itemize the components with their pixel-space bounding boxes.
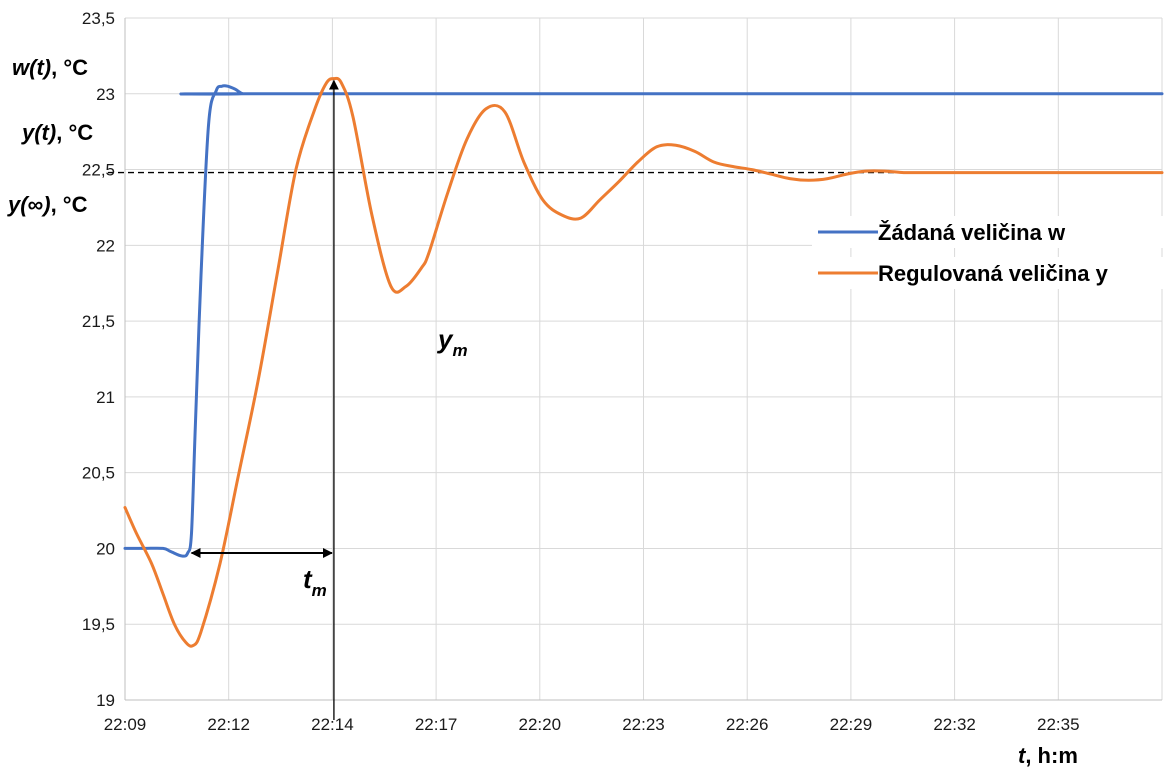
- tm-label: tm: [303, 564, 327, 600]
- y-axis-title: y(∞), °C: [7, 192, 88, 217]
- y-tick-label: 19: [96, 691, 115, 710]
- annotations: tm ym: [190, 79, 468, 720]
- controlled-series-line: [123, 76, 1164, 648]
- y-tick-label: 21,5: [82, 312, 115, 331]
- legend-label-setpoint: Žádaná veličina w: [878, 220, 1066, 245]
- x-tick-label: 22:29: [830, 715, 873, 734]
- y-tick-label: 21: [96, 388, 115, 407]
- y-tick-label: 23: [96, 85, 115, 104]
- ylabel-bg: [0, 188, 122, 220]
- x-axis-title: t, h:m: [1018, 743, 1078, 768]
- x-tick-label: 22:09: [104, 715, 147, 734]
- ylabel-bg: [0, 116, 122, 148]
- x-tick-label: 22:26: [726, 715, 769, 734]
- series-lines: [123, 76, 1164, 648]
- setpoint-series-line: [123, 84, 1164, 558]
- axis-titles: w(t), °C y(t), °C y(∞), °C t, h:m: [0, 51, 1078, 768]
- y-tick-label: 23,5: [82, 9, 115, 28]
- x-tick-label: 22:14: [311, 715, 354, 734]
- y-tick-label: 22: [96, 236, 115, 255]
- y-tick-label: 22,5: [82, 161, 115, 180]
- ym-label: ym: [436, 324, 468, 360]
- legend: Žádaná veličina w Regulovaná veličina y: [812, 216, 1175, 289]
- x-tick-label: 22:35: [1037, 715, 1080, 734]
- x-tick-label: 22:32: [933, 715, 976, 734]
- x-tick-label: 22:12: [207, 715, 250, 734]
- y-tick-label: 20,5: [82, 464, 115, 483]
- y-tick-label: 20: [96, 539, 115, 558]
- y-axis-title: w(t), °C: [12, 55, 88, 80]
- y-tick-label: 19,5: [82, 615, 115, 634]
- x-tick-label: 22:23: [622, 715, 665, 734]
- tick-labels: 19 19,5 20 20,5 21 21,5 22 22,5 23 23,5 22:09 22:12…: [82, 9, 1080, 734]
- x-tick-label: 22:20: [519, 715, 562, 734]
- y-axis-title: y(t), °C: [21, 120, 93, 145]
- ylabel-bg: [0, 51, 122, 83]
- legend-label-controlled: Regulovaná veličina y: [878, 261, 1109, 286]
- x-tick-label: 22:17: [415, 715, 458, 734]
- grid: [124, 17, 1163, 701]
